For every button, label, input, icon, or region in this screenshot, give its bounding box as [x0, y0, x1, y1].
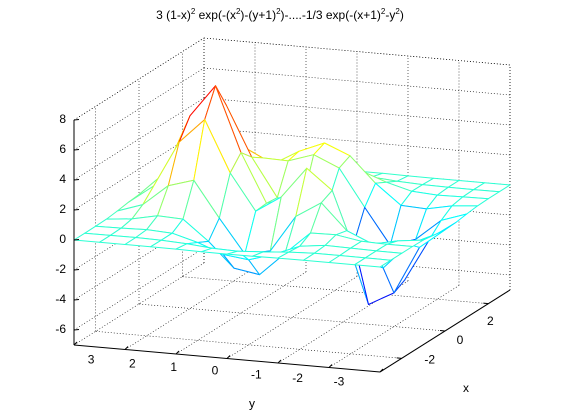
chart-title: 3 (1-x)2 exp(-(x2)-(y+1)2)-....-1/3 exp(…	[156, 7, 404, 23]
z-tick-label: -4	[55, 292, 66, 306]
tick-mark	[73, 209, 80, 211]
y-tick-label: -3	[334, 375, 345, 389]
title-part: 3 (1-x)	[156, 8, 191, 22]
tick-mark	[73, 179, 80, 181]
grid-line	[95, 331, 402, 359]
x-tick-label: -2	[424, 352, 435, 366]
tick-mark	[226, 355, 231, 359]
y-tick-label: 0	[212, 364, 219, 378]
y-tick-label: -2	[292, 371, 303, 385]
tick-mark	[439, 330, 446, 332]
tick-mark	[73, 299, 80, 301]
title-part: exp(-(x	[195, 8, 236, 22]
x-axis-label: x	[463, 381, 469, 395]
grid-line	[203, 127, 511, 156]
x-tick-label: 0	[457, 333, 464, 347]
z-tick-label: 6	[59, 142, 66, 156]
title-part: )	[400, 8, 404, 22]
tick-mark	[73, 329, 80, 331]
title-superscript: 2	[381, 7, 386, 16]
z-tick-label: -2	[55, 262, 66, 276]
y-tick-label: 3	[88, 353, 95, 367]
tick-mark	[379, 368, 384, 373]
y-tick-label: 2	[129, 356, 136, 370]
z-tick-label: 0	[59, 232, 66, 246]
title-superscript: 2	[276, 7, 281, 16]
grid-line	[138, 303, 446, 332]
surface	[73, 85, 511, 305]
title-part: )-....-1/3 exp(-(x+1)	[281, 8, 381, 22]
z-tick-label: 8	[59, 112, 66, 126]
title-part: )-(y+1)	[240, 8, 276, 22]
z-tick-label: -6	[55, 322, 66, 336]
tick-mark	[73, 239, 80, 241]
z-tick-label: 2	[59, 202, 66, 216]
mesh-cell	[354, 257, 392, 268]
grid-line	[203, 67, 511, 96]
title-superscript: 2	[191, 7, 196, 16]
tick-mark	[175, 350, 180, 355]
tick-mark	[73, 119, 80, 121]
grid-line	[182, 276, 489, 304]
z-tick-label: 4	[59, 172, 66, 186]
axes: -6 -4 -2 0 2 4 6 8 -3 -2 -1 0 1 2 3 -2 0 2 y x	[55, 112, 511, 411]
title-superscript: 2	[395, 7, 400, 16]
tick-mark	[328, 364, 333, 368]
tick-mark	[73, 269, 80, 271]
tick-mark	[396, 357, 402, 359]
tick-mark	[483, 302, 489, 305]
title-superscript: 2	[236, 7, 241, 16]
tick-mark	[73, 149, 80, 151]
tick-mark	[124, 346, 129, 350]
x-tick-label: 2	[487, 314, 494, 328]
tick-mark	[277, 359, 282, 364]
y-tick-label: 1	[170, 360, 177, 374]
grid-line	[203, 97, 511, 126]
y-tick-label: -1	[251, 367, 262, 381]
box-edge	[203, 37, 511, 66]
y-axis-label: y	[249, 397, 255, 411]
tick-mark	[73, 341, 78, 346]
title-part: -y	[385, 8, 395, 22]
